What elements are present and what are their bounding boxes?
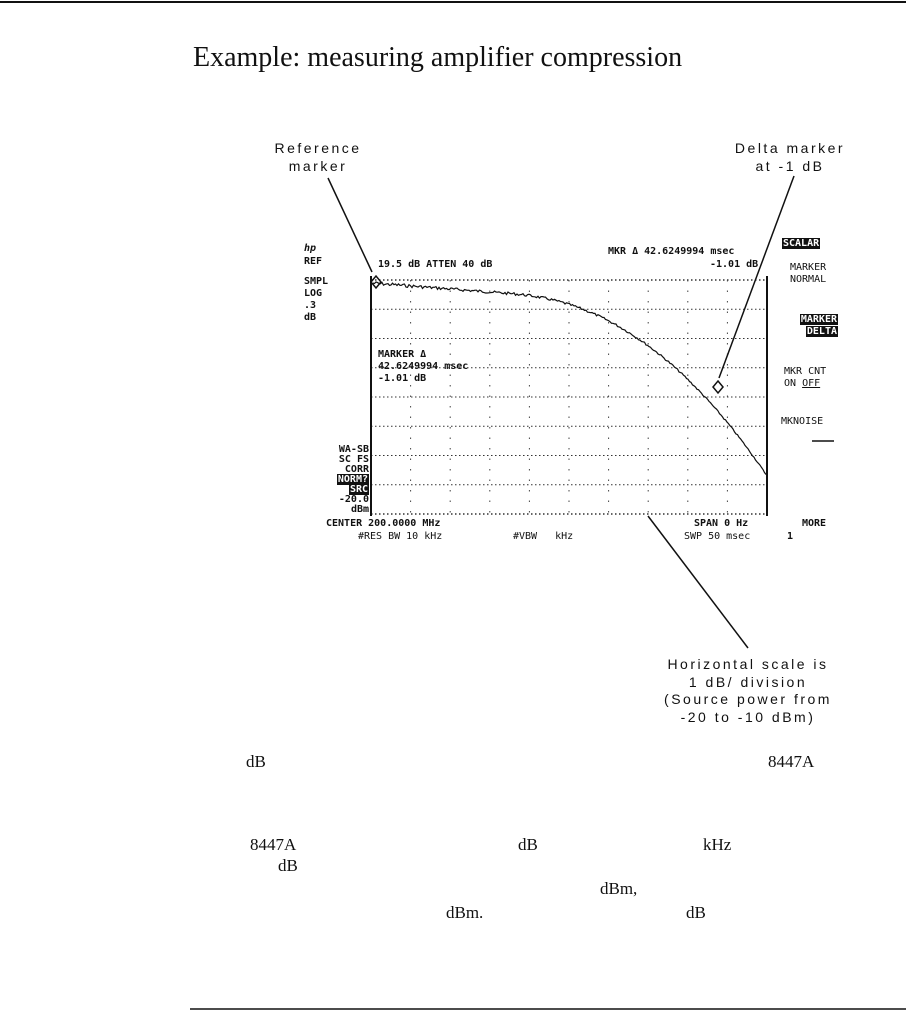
body-text-fragment: dBm.	[446, 903, 484, 922]
softkey-mkr-cnt[interactable]: MKR CNT ON OFF	[784, 366, 827, 389]
softkey-mknoise[interactable]: MKNOISE	[781, 416, 824, 427]
delta-leader-line	[718, 175, 795, 379]
softkey-scalar[interactable]: SCALAR	[782, 238, 821, 249]
softkey-marker-delta[interactable]: MARKER DELTA	[799, 314, 838, 337]
marker-readout: MKR Δ 42.6249994 msec	[608, 246, 735, 257]
ref-atten-readout: 19.5 dB ATTEN 40 dB	[378, 259, 493, 270]
res-bw: #RES BW 10 kHz	[358, 531, 443, 542]
marker-value: -1.01 dB	[710, 259, 759, 270]
body-text-fragment: dB	[686, 903, 706, 922]
horizontal-leader-line	[647, 515, 749, 649]
marker-delta-box: MARKER Δ 42.6249994 msec -1.01 dB	[378, 349, 469, 384]
status-info: WA-SB SC FS CORR NORM? SRC -20.0 dBm	[336, 444, 369, 515]
ref-label: REF	[304, 256, 323, 267]
softkey-marker-normal[interactable]: MARKER NORMAL	[790, 262, 827, 285]
body-text-fragment: kHz	[703, 835, 732, 854]
reference-marker-label: Reference marker	[274, 140, 362, 174]
top-rule	[0, 1, 906, 3]
compression-trace	[372, 281, 767, 475]
graticule	[371, 279, 767, 515]
scale-info: SMPL LOG .3 dB	[304, 276, 329, 323]
vbw: #VBW kHz	[513, 531, 574, 542]
reference-leader-line	[327, 177, 373, 273]
softkey-page: 1	[787, 531, 794, 542]
sweep-time: SWP 50 msec	[684, 531, 751, 542]
body-text-fragment: dB	[518, 835, 538, 854]
span: SPAN 0 Hz	[694, 518, 749, 529]
body-text-fragment: 8447A	[768, 752, 815, 771]
body-text-fragment: dB	[246, 752, 266, 771]
center-frequency: CENTER 200.0000 MHz	[326, 518, 441, 529]
body-text-fragment: 8447A	[250, 835, 297, 854]
delta-marker-label: Delta marker at -1 dB	[734, 140, 846, 174]
body-text-fragment: dB	[278, 856, 298, 875]
body-text-fragment: dBm,	[600, 879, 638, 898]
softkey-more[interactable]: MORE	[802, 518, 827, 529]
delta-marker-diamond	[712, 379, 724, 395]
horizontal-scale-label: Horizontal scale is 1 dB/ division (Source…	[664, 656, 832, 725]
reference-marker-diamond	[370, 274, 382, 290]
page-title: Example: measuring amplifier compression	[193, 42, 683, 73]
hp-logo: hp	[304, 243, 317, 254]
